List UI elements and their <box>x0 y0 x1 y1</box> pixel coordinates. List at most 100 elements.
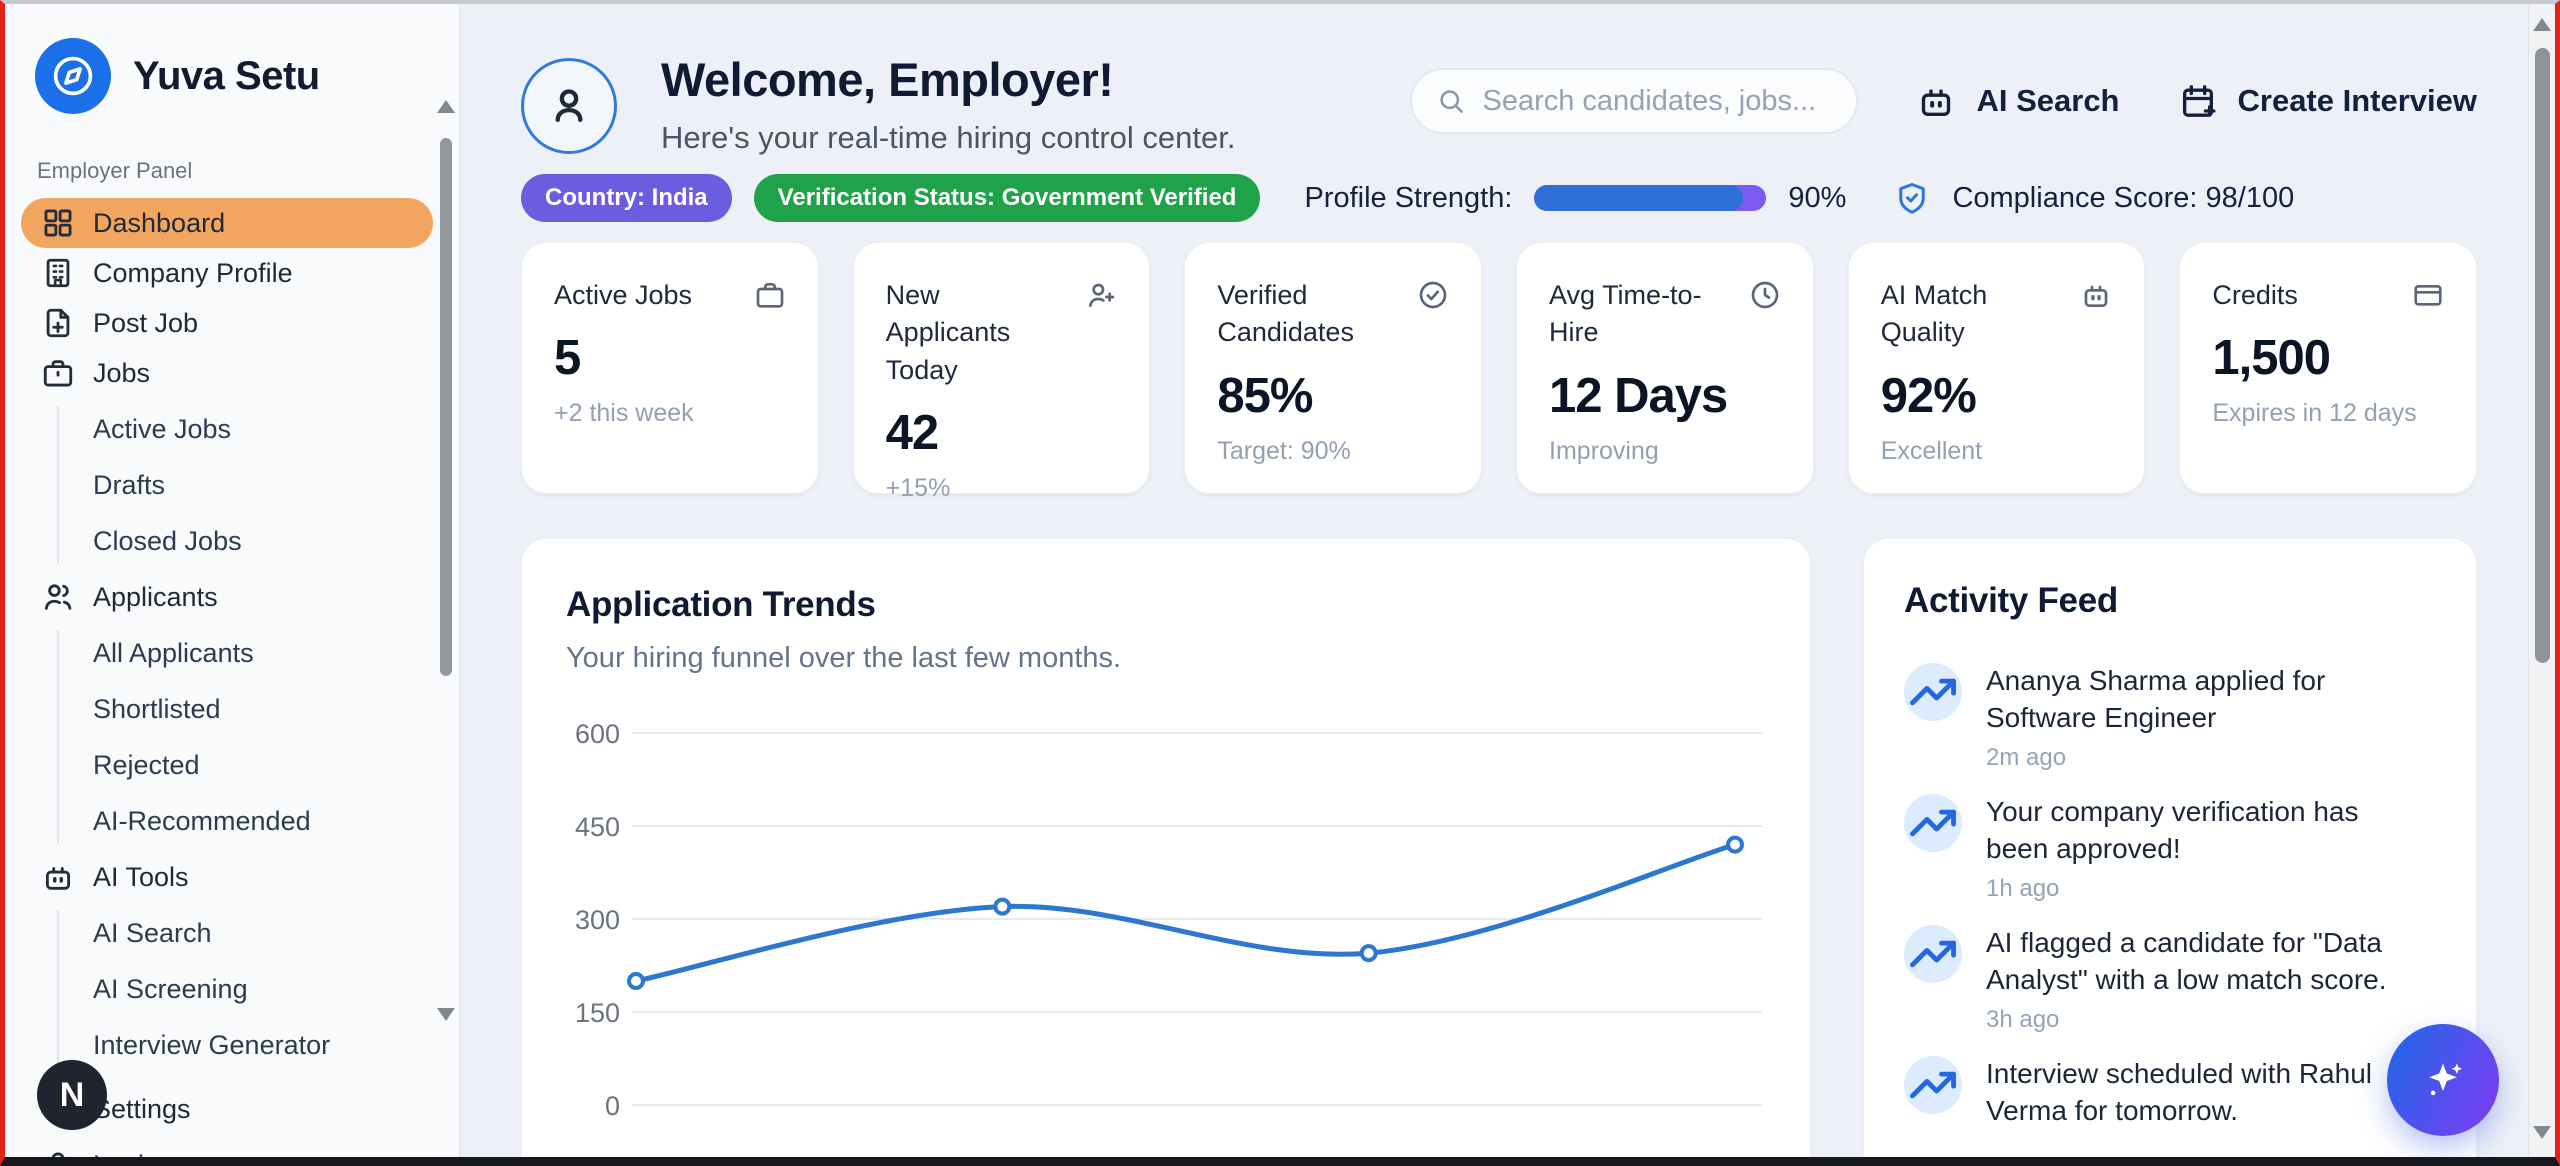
stat-value: 92% <box>1880 368 1977 423</box>
stat-sub: +2 this week <box>554 399 694 428</box>
stat-label: Credits <box>2212 280 2298 310</box>
list-item: Your company verification has been appro… <box>1904 793 2436 903</box>
sidebar-item-applicants[interactable]: Applicants <box>21 572 433 622</box>
feed-item-text: AI flagged a candidate for "Data Analyst… <box>1986 926 2387 995</box>
briefcase-icon <box>754 279 786 311</box>
ai-tools-subnav: AI Search AI Screening Interview Generat… <box>21 902 433 1076</box>
sidebar-item-drafts[interactable]: Drafts <box>21 457 433 513</box>
panel-label: Employer Panel <box>37 158 193 183</box>
sidebar-item-interview-generator[interactable]: Interview Generator <box>21 1017 433 1073</box>
header-actions: AI Search Create Interview <box>1410 68 2477 134</box>
feed-item-time: 3h ago <box>1986 1005 2060 1033</box>
robot-icon <box>1916 81 1956 121</box>
sidebar-item-all-applicants[interactable]: All Applicants <box>21 625 433 681</box>
sidebar-item-label: Rejected <box>93 749 200 780</box>
stat-card-active-jobs: Active Jobs 5 +2 this week <box>521 242 819 494</box>
sidebar-item-ai-search[interactable]: AI Search <box>21 905 433 961</box>
sidebar-item-label: AI-Recommended <box>93 805 311 836</box>
ai-assistant-fab[interactable] <box>2387 1024 2499 1136</box>
compliance-score: Compliance Score: 98/100 <box>1952 181 2295 214</box>
trends-title: Application Trends <box>566 585 876 624</box>
stat-label: Avg Time-to-Hire <box>1549 280 1702 348</box>
stat-sub: Target: 90% <box>1217 436 1351 465</box>
main-content: Welcome, Employer! Here's your real-time… <box>461 4 2555 1157</box>
list-item: AI flagged a candidate for "Data Analyst… <box>1904 924 2436 1034</box>
building-icon <box>41 256 75 290</box>
search-input[interactable] <box>1482 84 1833 118</box>
trends-chart: 0 150 300 450 600 <box>566 713 1766 1148</box>
sidebar-item-login[interactable]: Login <box>21 1140 433 1166</box>
status-bar: Country: India Verification Status: Gove… <box>521 174 2477 222</box>
stat-card-ai-match-quality: AI Match Quality 92% Excellent <box>1847 242 2146 494</box>
scroll-up-icon[interactable] <box>2533 18 2551 31</box>
check-circle-icon <box>1417 279 1449 311</box>
sidebar-item-post-job[interactable]: Post Job <box>21 298 433 348</box>
ai-search-label: AI Search <box>1976 83 2120 118</box>
feed-item-text: Your company verification has been appro… <box>1986 795 2359 864</box>
stat-card-new-applicants: New Applicants Today 42 +15% <box>852 242 1151 502</box>
list-item: Ananya Sharma applied for Software Engin… <box>1904 663 2436 772</box>
stat-sub: Excellent <box>1880 436 1983 465</box>
sidebar: Yuva Setu Employer Panel Dashboard <box>5 4 461 1157</box>
create-interview-label: Create Interview <box>2237 83 2478 118</box>
sidebar-item-active-jobs[interactable]: Active Jobs <box>21 401 433 457</box>
svg-text:150: 150 <box>575 998 620 1028</box>
sidebar-item-label: AI Tools <box>93 861 189 892</box>
scroll-up-icon[interactable] <box>437 100 455 113</box>
sidebar-item-label: Interview Generator <box>93 1029 331 1060</box>
robot-icon <box>41 860 75 894</box>
sidebar-scrollbar[interactable] <box>437 100 455 1149</box>
sidebar-item-ai-tools[interactable]: AI Tools <box>21 852 433 902</box>
stat-value: 1,500 <box>2212 331 2331 386</box>
sidebar-item-label: Shortlisted <box>93 693 221 724</box>
stat-card-time-to-hire: Avg Time-to-Hire 12 Days Improving <box>1516 242 1814 494</box>
sidebar-item-company-profile[interactable]: Company Profile <box>21 248 433 298</box>
sidebar-item-closed-jobs[interactable]: Closed Jobs <box>21 513 433 569</box>
sidebar-item-ai-screening[interactable]: AI Screening <box>21 961 433 1017</box>
search-icon <box>1436 86 1466 116</box>
sidebar-item-label: AI Search <box>93 917 212 948</box>
sidebar-item-shortlisted[interactable]: Shortlisted <box>21 681 433 737</box>
sidebar-item-label: Login <box>93 1149 160 1166</box>
user-plus-icon <box>1085 279 1117 311</box>
sidebar-item-jobs[interactable]: Jobs <box>21 348 433 398</box>
stat-sub: Expires in 12 days <box>2212 399 2417 428</box>
grid-icon <box>41 206 75 240</box>
clock-icon <box>1749 279 1781 311</box>
verification-badge: Verification Status: Government Verified <box>753 174 1261 222</box>
stat-value: 5 <box>554 331 581 386</box>
dashboard-panels: Application Trends Your hiring funnel ov… <box>521 538 2477 1157</box>
trending-up-icon <box>1904 924 1962 983</box>
sidebar-item-rejected[interactable]: Rejected <box>21 737 433 793</box>
sidebar-scrollbar-thumb[interactable] <box>440 138 452 676</box>
sparkles-icon <box>2419 1056 2467 1104</box>
ai-search-button[interactable]: AI Search <box>1916 81 2120 121</box>
file-plus-icon <box>41 306 75 340</box>
page-scrollbar-thumb[interactable] <box>2535 48 2550 663</box>
calendar-plus-icon <box>2178 81 2218 121</box>
search-box[interactable] <box>1410 68 1859 134</box>
user-avatar-badge[interactable]: N <box>37 1060 107 1130</box>
sidebar-item-label: AI Screening <box>93 973 248 1004</box>
user-icon <box>41 1148 75 1157</box>
brand: Yuva Setu <box>21 38 433 114</box>
sidebar-item-label: Applicants <box>93 581 218 612</box>
app-title: Yuva Setu <box>133 53 320 98</box>
svg-text:0: 0 <box>605 1091 620 1121</box>
sidebar-item-ai-recommended[interactable]: AI-Recommended <box>21 793 433 849</box>
sidebar-item-label: Active Jobs <box>93 413 232 444</box>
sidebar-item-dashboard[interactable]: Dashboard <box>21 198 433 248</box>
create-interview-button[interactable]: Create Interview <box>2178 81 2478 121</box>
scroll-down-icon[interactable] <box>2533 1126 2551 1139</box>
page-scrollbar[interactable] <box>2528 4 2555 1157</box>
activity-feed-title: Activity Feed <box>1904 581 2118 620</box>
header: Welcome, Employer! Here's your real-time… <box>521 52 2477 156</box>
activity-feed-card: Activity Feed Ananya Sharma applied for … <box>1863 538 2477 1157</box>
trending-up-icon <box>1904 663 1962 721</box>
scroll-down-icon[interactable] <box>437 1008 455 1021</box>
sidebar-item-label: All Applicants <box>93 637 254 668</box>
stat-card-verified-candidates: Verified Candidates 85% Target: 90% <box>1184 242 1483 494</box>
header-titles: Welcome, Employer! Here's your real-time… <box>661 52 1235 156</box>
stat-label: New Applicants Today <box>885 280 1011 385</box>
